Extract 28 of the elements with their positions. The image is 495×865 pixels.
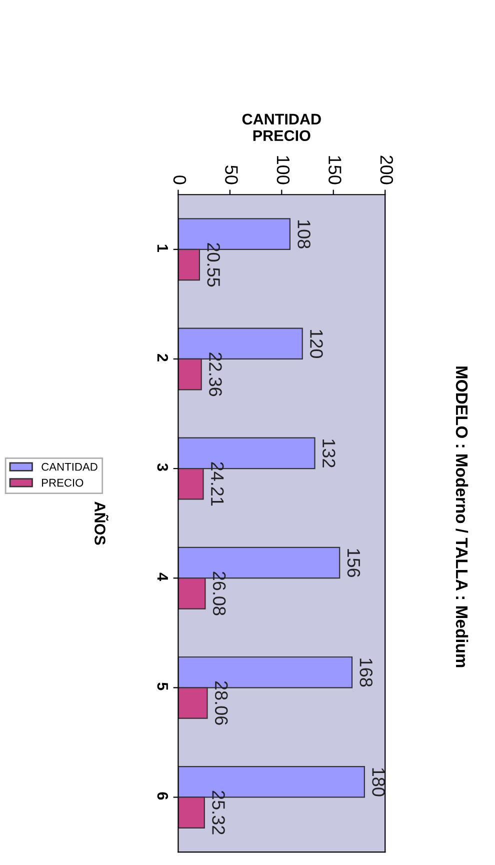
text: MODELO : Moderno / TALLA : Medium: [456, 366, 468, 668]
x-tick-label: 200: [380, 156, 394, 184]
data-label: 26.08: [212, 572, 226, 616]
x-tick-label: 150: [328, 156, 342, 184]
y-tick-label: 5: [157, 682, 168, 690]
legend-label: PRECIO: [42, 478, 84, 487]
y-tick-label: 1: [157, 244, 168, 252]
y-axis-title: AÑOS: [94, 502, 108, 545]
data-label: 20.55: [207, 243, 220, 287]
y-tick-label: 3: [157, 463, 168, 471]
x-tick-label: 0: [173, 176, 186, 184]
data-label: 25.32: [212, 790, 225, 834]
data-label: 120: [310, 330, 323, 358]
x-tick-label: 50: [225, 166, 238, 184]
y-tick-label: 4: [157, 572, 168, 581]
legend-label: CANTIDAD: [42, 462, 98, 471]
y-tick-label: 6: [157, 792, 168, 800]
data-label: 108: [298, 220, 310, 248]
data-label: 28.06: [214, 681, 228, 725]
x-axis-title: CANTIDAD PRECIO: [242, 114, 321, 142]
x-tick-label: 100: [276, 156, 290, 184]
data-label: 156: [347, 549, 360, 578]
data-label: 168: [360, 658, 373, 687]
data-label: 22.36: [209, 352, 222, 396]
data-label: 24.21: [211, 462, 224, 506]
y-tick-label: 2: [157, 354, 168, 362]
data-label: 180: [372, 768, 385, 796]
data-label: 132: [322, 440, 336, 468]
